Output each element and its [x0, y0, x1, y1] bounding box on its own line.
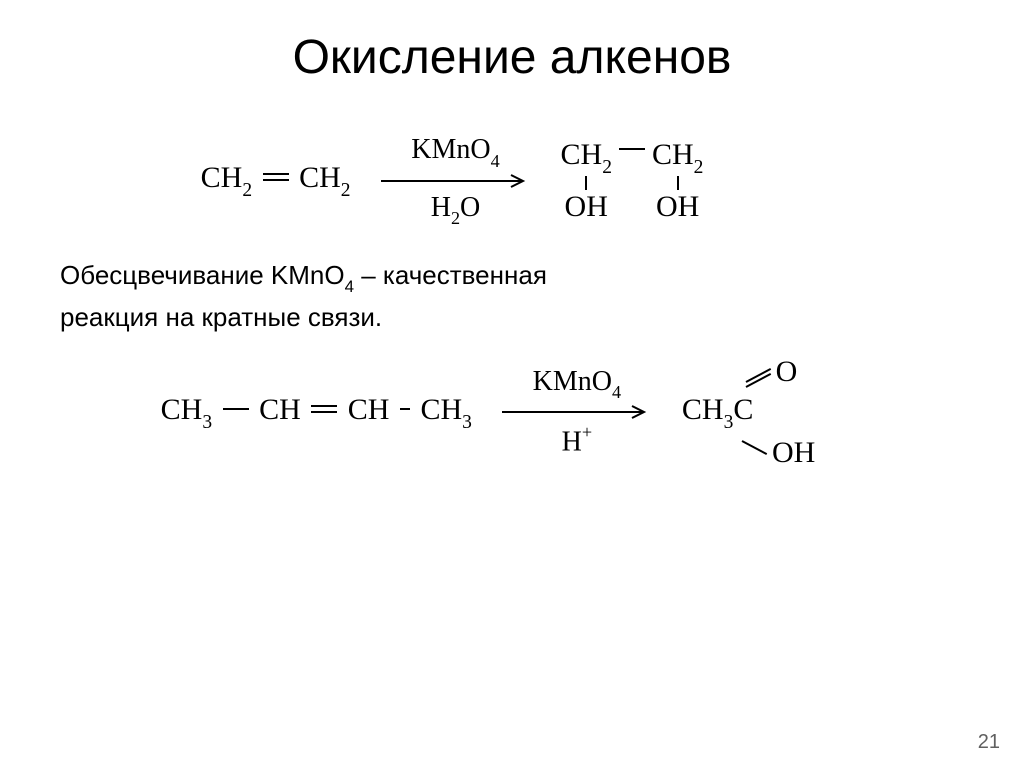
page-number: 21 [978, 731, 1000, 754]
r2-reactant-ch-1: CH [259, 393, 301, 426]
r2-reactant-ch-2: CH [348, 393, 390, 426]
r2-reagent-kmno4: KMnO4 [533, 367, 621, 401]
single-bond-vert-icon [585, 176, 587, 190]
r2-product-single-oh: OH [742, 424, 815, 458]
r1-product-ch2-2: CH2 [652, 138, 703, 176]
arrow-icon [381, 173, 531, 189]
double-bond-icon [311, 405, 337, 413]
desc-line-2: реакция на кратные связи. [60, 298, 1024, 337]
r2-reactant-ch3-2: CH3 [420, 393, 471, 426]
r1-product-oh-1: OH [565, 190, 608, 223]
r1-arrow-block: KMnO4 H2O [381, 135, 531, 226]
r1-product-ch2-1: CH2 [561, 138, 612, 176]
reaction-2: CH3 CH CH CH3 KMnO4 H+ CH3C O [0, 367, 1024, 459]
double-bond-icon [263, 173, 289, 181]
r2-product-oh: OH [772, 436, 815, 470]
r1-product-oh-2: OH [656, 190, 699, 223]
r2-reactant: CH3 CH CH CH3 [161, 393, 472, 432]
r1-reactant: CH2 CH2 [201, 161, 351, 200]
reaction-1: CH2 CH2 KMnO4 H2O CH2 OH CH2 OH [0, 135, 1024, 226]
single-bond-vert-icon [677, 176, 679, 190]
r1-reactant-ch2-right: CH2 [299, 161, 350, 194]
arrow-icon [502, 404, 652, 420]
slide-title: Окисление алкенов [0, 0, 1024, 95]
single-bond-icon [619, 148, 645, 150]
r1-product-diol: CH2 OH CH2 OH [561, 138, 704, 223]
desc-line-1: Обесцвечивание KMnO4 – качественная [60, 256, 1024, 298]
r1-reagent-h2o: H2O [431, 193, 481, 227]
r1-reagent-kmno4: KMnO4 [411, 135, 499, 169]
single-bond-icon [400, 408, 410, 410]
r2-arrow-block: KMnO4 H+ [502, 367, 652, 459]
r2-product-o: O [776, 355, 798, 389]
single-bond-diag-icon [742, 440, 768, 455]
r2-product-double-o: O [746, 367, 798, 401]
description: Обесцвечивание KMnO4 – качественная реак… [60, 256, 1024, 337]
r2-product-acetic-acid: CH3C O OH [682, 385, 823, 440]
r1-reactant-ch2-left: CH2 [201, 161, 252, 194]
r2-reagent-hplus: H+ [562, 424, 593, 458]
single-bond-icon [223, 408, 249, 410]
double-bond-diag-icon [746, 379, 774, 389]
r2-reactant-ch3-1: CH3 [161, 393, 212, 426]
